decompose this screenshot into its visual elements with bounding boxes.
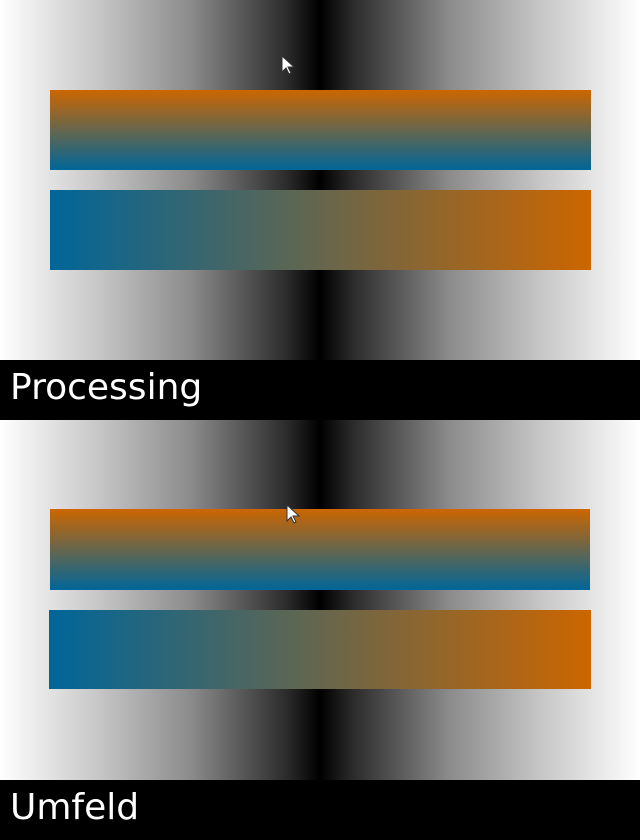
processing-label-strip: Processing <box>0 360 640 420</box>
umfeld-label: Umfeld <box>10 787 140 828</box>
vertical-gradient-bar <box>50 90 591 170</box>
processing-canvas[interactable] <box>0 0 640 360</box>
processing-section: Processing <box>0 0 640 420</box>
umfeld-label-strip: Umfeld <box>0 780 640 840</box>
processing-label: Processing <box>10 367 203 408</box>
cursor-arrow-icon <box>281 55 295 75</box>
umfeld-canvas[interactable] <box>0 420 640 780</box>
vertical-gradient-bar <box>50 509 590 590</box>
umfeld-section: Umfeld <box>0 420 640 840</box>
horizontal-gradient-bar <box>49 610 591 689</box>
cursor-arrow-icon <box>286 504 300 524</box>
horizontal-gradient-bar <box>50 190 591 270</box>
